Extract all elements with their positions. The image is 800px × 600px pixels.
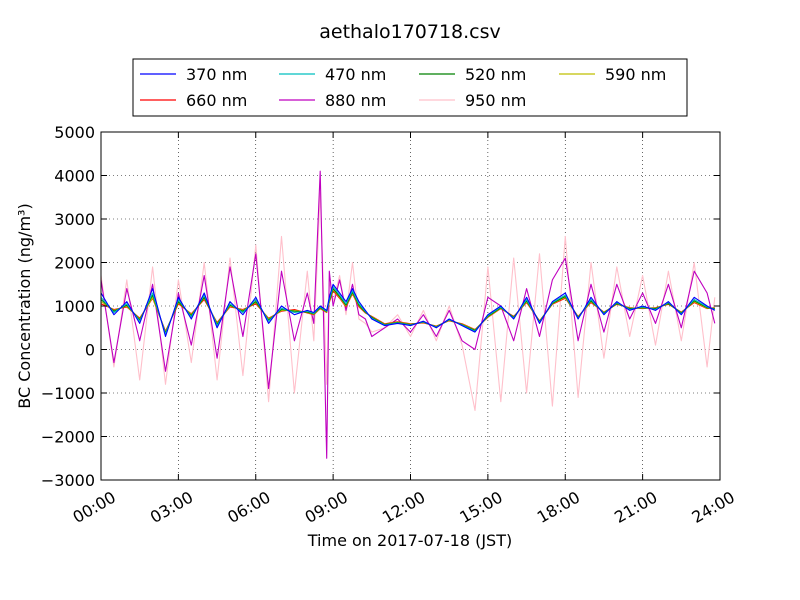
series-line-950-nm	[100, 192, 716, 411]
x-axis-title: Time on 2017-07-18 (JST)	[307, 531, 512, 550]
series-line-370-nm	[100, 283, 716, 338]
series-group	[100, 170, 716, 459]
legend-label: 370 nm	[186, 65, 247, 84]
y-tick-label: 5000	[54, 123, 95, 142]
series-line-880-nm	[100, 170, 716, 459]
y-tick-label: 4000	[54, 167, 95, 186]
y-tick-label: 3000	[54, 210, 95, 229]
legend: 370 nm 470 nm 520 nm 590 nm 660 nm 880 nm 950 …	[132, 58, 688, 117]
y-tick-label: 1000	[54, 297, 95, 316]
y-tick-label: −1000	[41, 384, 95, 403]
legend-box	[132, 58, 688, 117]
y-tick-label: −2000	[41, 428, 95, 447]
chart-title: aethalo170718.csv	[319, 21, 501, 43]
y-tick-label: 0	[85, 341, 95, 360]
legend-label: 950 nm	[465, 91, 526, 110]
legend-label: 880 nm	[325, 91, 386, 110]
legend-label: 590 nm	[605, 65, 666, 84]
y-tick-label: 2000	[54, 254, 95, 273]
legend-label: 660 nm	[186, 91, 247, 110]
legend-label: 470 nm	[325, 65, 386, 84]
y-axis-title: BC Concentration (ng/m³)	[15, 203, 34, 408]
y-tick-label: −3000	[41, 471, 95, 490]
legend-label: 520 nm	[465, 65, 526, 84]
